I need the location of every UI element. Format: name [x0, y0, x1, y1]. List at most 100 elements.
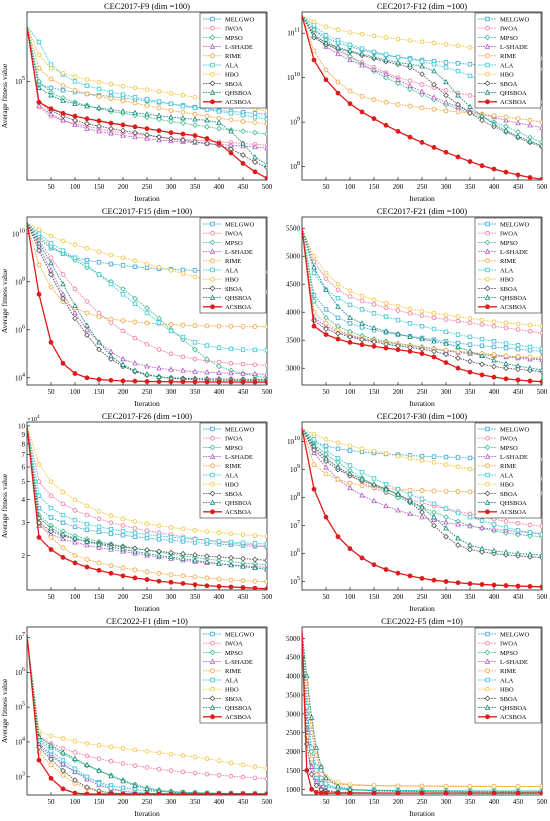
series-point-rime [192, 574, 198, 580]
legend-entry-acsboa: ACSBOA [225, 99, 252, 106]
series-point-qhsboa [192, 557, 198, 563]
legend-entry-sboa: SBOA [225, 491, 243, 498]
series-point-qhsboa [60, 97, 66, 103]
series-point-qhsboa [48, 742, 54, 748]
series-point-acsboa [419, 140, 425, 145]
series-point-acsboa [120, 378, 126, 384]
x-tick-label: 250 [417, 593, 428, 601]
series-point-iwoa [527, 522, 533, 528]
y-tick-label: 106 [15, 667, 25, 677]
series-point-qhsboa [84, 538, 90, 544]
legend-marker [484, 294, 491, 300]
series-point-qhsboa [144, 550, 150, 556]
series-point-rime [323, 321, 329, 326]
series-point-qhsboa [311, 32, 317, 38]
series-point-sboa [347, 333, 353, 340]
series-point-ala [443, 329, 449, 334]
series-point-acsboa [347, 546, 353, 552]
legend-entry-iwoa: IWOA [500, 26, 518, 33]
x-axis-label: Iteration [134, 604, 160, 613]
series-point-melgwo [72, 524, 78, 530]
series-line-mpso [27, 222, 267, 379]
y-tick-label: 4 [22, 496, 26, 504]
series-point-rime [347, 480, 353, 486]
series-line-melgwo [302, 228, 542, 352]
series-point-rime [192, 111, 198, 117]
series-point-hbo [228, 531, 234, 536]
series-point-melgwo [108, 531, 114, 536]
series-point-ala [228, 111, 234, 116]
series-point-acsboa [311, 57, 317, 63]
x-axis-label: Iteration [409, 194, 435, 203]
series-point-hbo [192, 528, 198, 533]
x-tick-label: 150 [369, 183, 380, 191]
series-point-ala [491, 339, 497, 344]
series-point-ala [144, 532, 150, 537]
series-point-hbo [311, 253, 317, 259]
legend-entry-hbo: HBO [500, 72, 514, 79]
y-tick-label: 109 [290, 117, 300, 127]
legend-entry-mpso: MPSO [225, 240, 243, 247]
legend-marker [209, 34, 216, 41]
series-point-l-shade [359, 62, 365, 68]
series-line-qhsboa [302, 630, 542, 793]
series-point-qhsboa [503, 360, 509, 366]
series-point-l-shade [443, 99, 449, 105]
series-point-hbo [132, 85, 138, 91]
y-tick-label: 105 [15, 76, 25, 86]
series-point-rime [323, 67, 329, 73]
series-point-acsboa [60, 360, 66, 366]
legend-marker [484, 695, 491, 702]
series-point-l-shade [455, 521, 461, 527]
series-point-acsboa [228, 584, 234, 590]
legend-marker [209, 704, 216, 710]
legend-marker [209, 89, 216, 95]
series-point-acsboa [72, 113, 78, 119]
series-point-rime [264, 324, 267, 330]
series-point-melgwo [96, 529, 102, 535]
legend-marker [210, 71, 215, 77]
series-point-acsboa [335, 90, 341, 96]
series-point-acsboa [527, 584, 533, 589]
series-point-rime [240, 119, 246, 124]
series-point-hbo [156, 523, 162, 529]
series-point-rime [240, 324, 246, 329]
series-point-iwoa [84, 512, 90, 518]
series-point-ala [72, 79, 78, 84]
series-point-iwoa [216, 772, 222, 778]
series-point-acsboa [120, 573, 126, 579]
series-point-qhsboa [515, 133, 521, 139]
series-point-l-shade [431, 516, 437, 522]
legend-marker [210, 472, 215, 478]
series-point-hbo [431, 460, 437, 465]
series-point-melgwo [467, 455, 473, 461]
series-point-hbo [347, 782, 353, 787]
series-point-acsboa [443, 360, 449, 366]
x-tick-label: 500 [537, 798, 548, 806]
series-point-melgwo [359, 325, 365, 330]
series-point-acsboa [96, 567, 102, 573]
chart-title: CEC2017-F9 (dim =100) [104, 1, 190, 11]
series-point-ala [48, 241, 54, 246]
legend-entry-sboa: SBOA [500, 696, 518, 703]
series-point-hbo [467, 466, 473, 472]
series-point-sboa [240, 152, 246, 158]
series-point-rime [156, 105, 162, 111]
series-point-hbo [60, 70, 66, 76]
series-point-rime [431, 106, 437, 112]
series-point-qhsboa [431, 68, 437, 74]
series-point-ala [431, 326, 437, 332]
series-point-mpso [216, 363, 222, 370]
series-point-ala [108, 281, 114, 287]
x-tick-label: 450 [238, 593, 249, 601]
x-tick-label: 300 [441, 593, 452, 601]
y-tick-label: 107 [290, 520, 300, 530]
series-point-qhsboa [335, 303, 341, 309]
y-tick-label: 1500 [286, 767, 301, 775]
y-tick-label: 8 [22, 440, 26, 448]
legend-entry-rime: RIME [500, 53, 516, 60]
series-point-acsboa [539, 176, 542, 180]
series-point-qhsboa [36, 84, 42, 90]
chart-svg: CEC2017-F26 (dim =100) 50 100 150 200 250 300 3… [0, 411, 273, 613]
legend-marker [484, 80, 491, 87]
